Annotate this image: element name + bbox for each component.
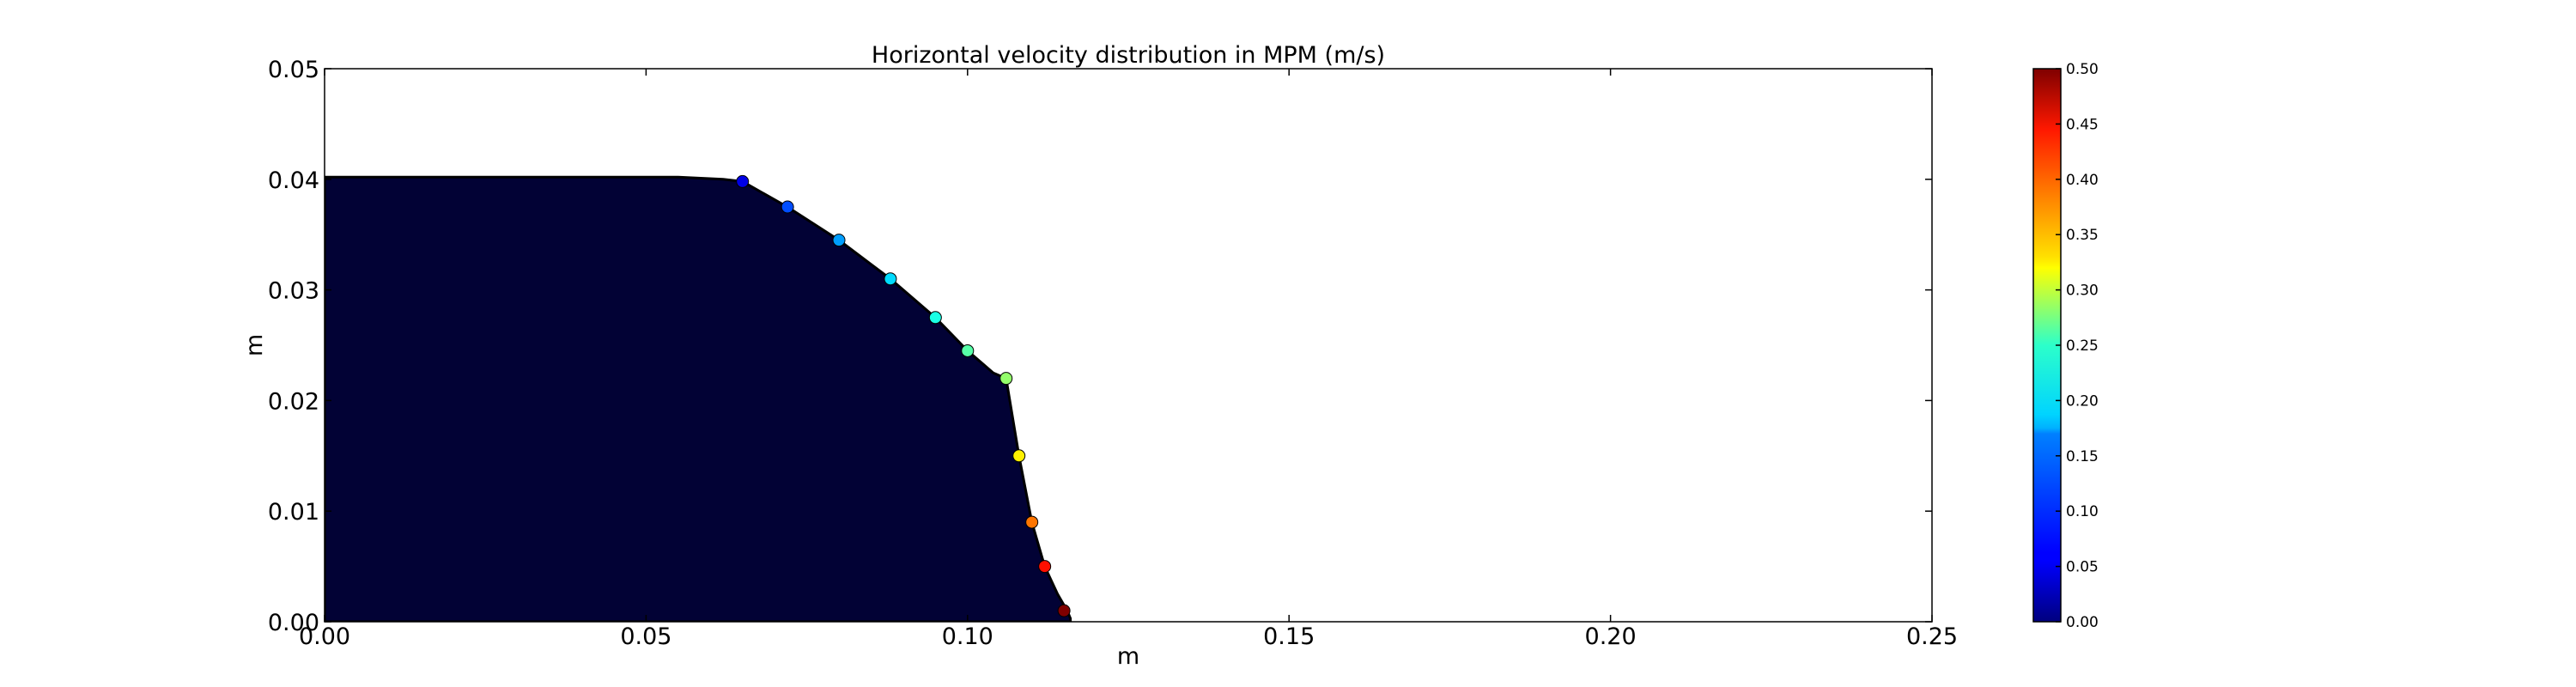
x-axis-label: m	[1117, 643, 1139, 670]
x-tick-label: 0.10	[942, 623, 993, 650]
velocity-point	[1057, 604, 1071, 617]
y-tick-label: 0.01	[268, 499, 319, 526]
colorbar-tick-label: 0.05	[2066, 559, 2099, 576]
plot-area	[325, 174, 1072, 622]
colorbar-tick-label: 0.30	[2066, 283, 2099, 300]
colorbar-tick-label: 0.50	[2066, 61, 2099, 78]
velocity-point	[1038, 560, 1052, 574]
velocity-point	[999, 372, 1013, 386]
colorbar-tick-label: 0.00	[2066, 614, 2099, 631]
colorbar-tick-label: 0.25	[2066, 337, 2099, 355]
x-tick-label: 0.20	[1585, 623, 1637, 650]
velocity-marks	[736, 174, 1071, 617]
x-tick-label: 0.05	[620, 623, 671, 650]
colorbar-tick-label: 0.40	[2066, 172, 2099, 189]
y-axis-ticks: 0.00 0.01 0.02 0.03 0.04 0.05	[268, 57, 1932, 636]
colorbar-tick-label: 0.10	[2066, 503, 2099, 520]
y-tick-label: 0.03	[268, 278, 319, 305]
y-axis-label: m	[241, 334, 268, 356]
chart-title: Horizontal velocity distribution in MPM …	[872, 42, 1385, 69]
colorbar-tick-label: 0.20	[2066, 392, 2099, 410]
velocity-point	[781, 200, 794, 214]
y-tick-label: 0.05	[268, 57, 319, 83]
y-tick-label: 0.02	[268, 388, 319, 415]
colorbar-ticks: 0.00 0.05 0.10 0.15 0.20 0.25 0.30 0.35 0.40 0.45…	[2056, 61, 2099, 631]
fluid-body	[325, 175, 1072, 622]
x-tick-label: 0.15	[1263, 623, 1315, 650]
velocity-point	[928, 311, 942, 325]
velocity-point	[1012, 449, 1026, 463]
velocity-point	[832, 234, 846, 247]
x-axis-ticks: 0.00 0.05 0.10 0.15 0.20 0.25	[299, 69, 1958, 650]
colorbar-tick-label: 0.35	[2066, 227, 2099, 244]
y-tick-label: 0.04	[268, 167, 319, 194]
velocity-point	[736, 174, 750, 188]
plot-frame	[324, 68, 1933, 623]
colorbar-tick-label: 0.45	[2066, 116, 2099, 133]
y-tick-label: 0.00	[268, 610, 319, 636]
x-tick-label: 0.00	[299, 623, 350, 650]
colorbar-tick-label: 0.15	[2066, 448, 2099, 465]
velocity-point	[884, 272, 897, 286]
x-tick-label: 0.25	[1906, 623, 1958, 650]
velocity-point	[1025, 515, 1039, 529]
velocity-point	[961, 344, 975, 357]
